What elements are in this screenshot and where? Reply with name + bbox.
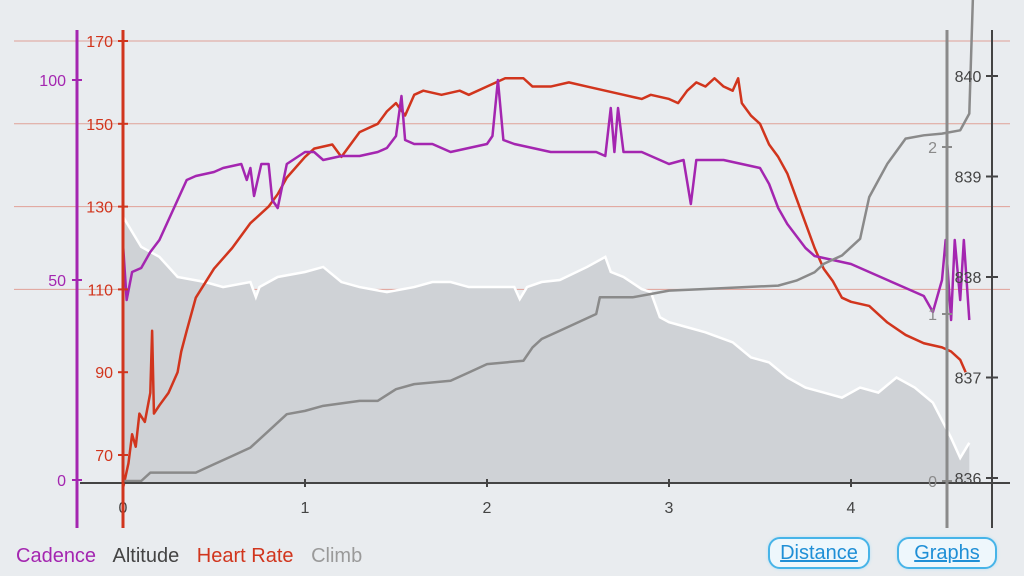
cadence-tick-label: 100: [39, 73, 66, 90]
altitude-tick-label: 837: [955, 371, 982, 388]
legend-cadence: Cadence: [16, 545, 97, 567]
altitude-tick-label: 839: [955, 170, 982, 187]
heart-rate-tick-label: 90: [95, 365, 113, 382]
legend-heart-rate: Heart Rate: [196, 545, 294, 567]
climb-line: [123, 0, 975, 483]
heart-rate-tick-label: 130: [86, 200, 113, 217]
altitude-area: [123, 216, 970, 483]
heart-rate-tick-label: 150: [86, 117, 113, 134]
altitude-tick-label: 838: [955, 270, 982, 287]
climb-tick-label: 0: [928, 474, 937, 491]
heart-rate-tick-label: 70: [95, 448, 113, 465]
x-tick-label: 1: [301, 500, 310, 517]
altitude-line: [121, 216, 971, 461]
legend-climb: Climb: [311, 545, 363, 567]
cadence-tick-label: 0: [57, 473, 66, 490]
graphs-button[interactable]: Graphs: [897, 537, 997, 569]
altitude-tick-label: 836: [955, 471, 982, 488]
altitude-tick-label: 840: [955, 69, 982, 86]
legend: Cadence Altitude Heart Rate Climb: [16, 545, 374, 568]
legend-altitude: Altitude: [112, 545, 180, 567]
climb-tick-label: 1: [928, 307, 937, 324]
distance-button[interactable]: Distance: [768, 537, 870, 569]
x-tick-label: 4: [847, 500, 856, 517]
heart-rate-line: [121, 77, 967, 489]
heart-rate-tick-label: 170: [86, 34, 113, 51]
cadence-tick-label: 50: [48, 273, 66, 290]
heart-rate-tick-label: 110: [87, 282, 113, 299]
climb-tick-label: 2: [928, 140, 937, 157]
x-tick-label: 2: [483, 500, 492, 517]
x-tick-label: 3: [665, 500, 674, 517]
